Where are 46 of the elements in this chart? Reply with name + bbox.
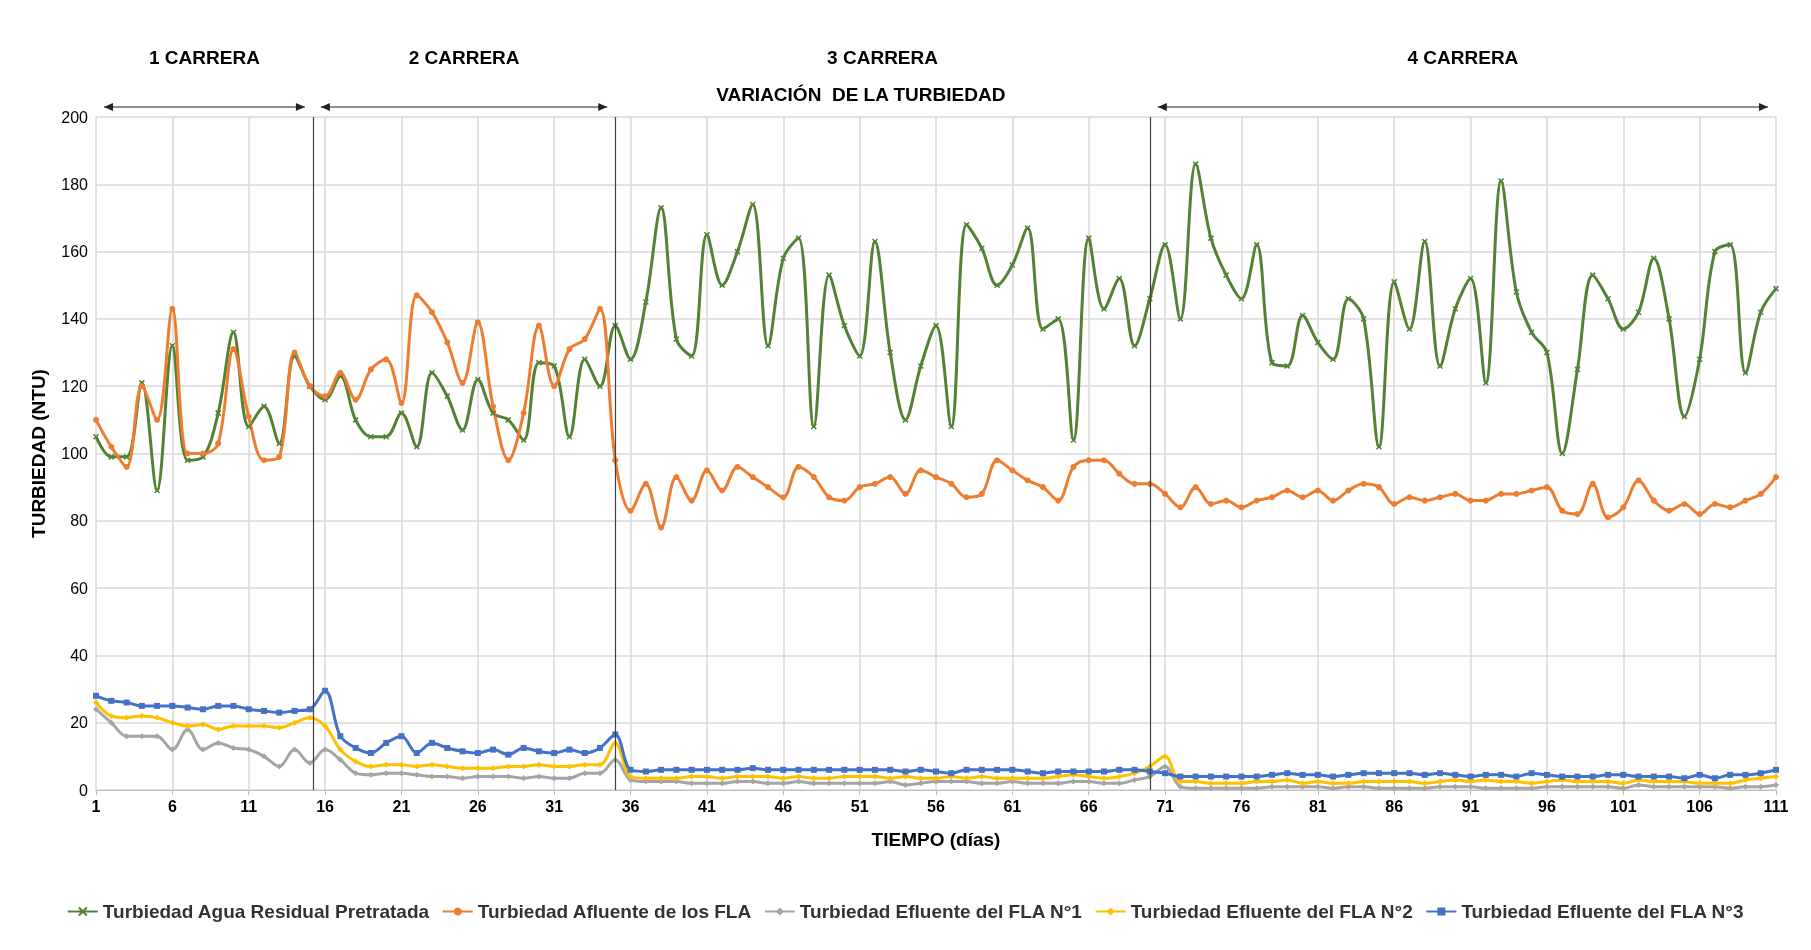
x-tick-label: 31 [545,797,564,815]
x-tick-label: 71 [1156,797,1175,815]
legend-label: Turbiedad Efluente del FLA N°3 [1461,901,1744,922]
x-tick-label: 111 [1763,797,1789,815]
x-tick-label: 6 [167,797,177,815]
x-tick-label: 61 [1003,797,1022,815]
y-axis-title: TURBIEDAD (NTU) [28,369,49,538]
x-tick-label: 76 [1232,797,1251,815]
x-tick-label: 51 [850,797,869,815]
text: 1 CARRERA [149,47,261,68]
x-tick-label: 1 [91,797,101,815]
y-tick-label: 200 [61,108,89,126]
x-tick-label: 81 [1308,797,1327,815]
x-tick-label: 106 [1686,797,1714,815]
text: 3 CARRERA [827,47,939,68]
y-tick-label: 120 [61,377,89,395]
legend-label: Turbiedad Efluente del FLA N°2 [1130,901,1413,922]
y-tick-label: 180 [61,175,89,193]
x-tick-label: 21 [392,797,411,815]
legend-label: Turbiedad Efluente del FLA N°1 [799,901,1083,922]
y-tick-label: 80 [70,512,89,530]
x-tick-label: 86 [1385,797,1404,815]
y-tick-label: 100 [61,445,89,462]
x-tick-label: 46 [774,797,793,815]
text: 4 CARRERA [1407,47,1519,68]
x-axis-title: TIEMPO (días) [871,829,1001,850]
x-tick-label: 101 [1609,797,1637,815]
y-tick-label: 140 [61,310,89,328]
chart-title: VARIACIÓN DE LA TURBIEDAD [716,84,1006,105]
x-tick-label: 56 [927,797,945,815]
y-tick-label: 160 [61,243,89,261]
x-tick-label: 66 [1079,797,1098,815]
x-tick-label: 26 [468,797,487,815]
x-tick-label: 91 [1461,797,1480,815]
text: 2 CARRERA [408,47,520,68]
legend-label: Turbiedad Agua Residual Pretratada [102,901,430,922]
legend-label: Turbiedad Afluente de los FLA [477,901,752,922]
y-tick-label: 60 [70,579,89,597]
x-tick-label: 16 [316,797,335,815]
y-tick-label: 20 [70,714,89,732]
x-tick-label: 36 [621,797,640,815]
x-tick-label: 41 [698,797,716,815]
y-tick-label: 40 [70,646,89,664]
x-tick-label: 96 [1538,797,1556,815]
x-tick-label: 11 [240,797,258,815]
y-tick-label: 0 [79,781,89,799]
